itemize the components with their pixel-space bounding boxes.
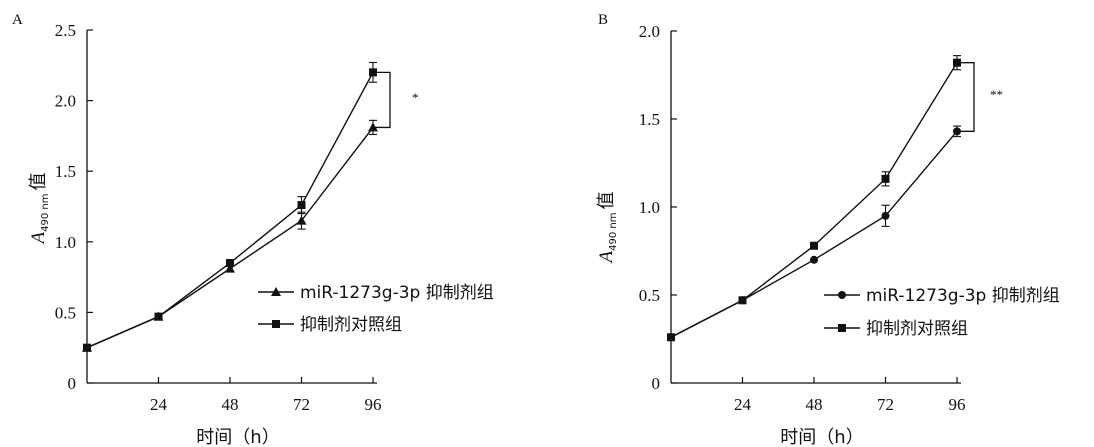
y-tick-label: 0.5 <box>55 303 76 322</box>
y-tick-label: 2.5 <box>55 21 76 40</box>
significance-bracket <box>957 62 975 132</box>
y-axis-label: A490 nm 值 <box>28 173 51 246</box>
legend-marker <box>838 324 846 332</box>
data-point <box>154 312 163 321</box>
data-point <box>296 215 307 225</box>
legend-marker <box>272 320 280 328</box>
y-tick-label: 1.0 <box>55 233 76 252</box>
x-tick-label: 24 <box>150 395 168 414</box>
data-point <box>881 174 890 183</box>
data-point <box>738 296 747 305</box>
y-axis-label-sub: 490 nm <box>40 194 51 232</box>
y-tick-label: 0 <box>652 374 661 393</box>
legend-label: 抑制剂对照组 <box>866 319 968 339</box>
x-axis-label: 时间（h） <box>780 427 863 447</box>
panel-label: A <box>12 12 23 28</box>
data-point <box>881 211 890 220</box>
series-line <box>670 130 958 338</box>
x-tick-label: 96 <box>365 395 382 414</box>
significance-mark: ** <box>990 87 1003 102</box>
x-axis-label: 时间（h） <box>196 427 279 447</box>
y-tick-label: 1.5 <box>639 110 660 129</box>
significance-bracket <box>373 71 391 129</box>
legend-marker <box>271 287 281 296</box>
x-tick-label: 24 <box>734 395 752 414</box>
panel-b: B 0 0.5 1.0 1.5 2.0 24 48 72 96 时间（h） A490 nm 值 miR-1… <box>596 12 1060 447</box>
y-axis-label-main: A <box>28 231 49 245</box>
data-point <box>810 255 818 264</box>
y-axis-label-suffix: 值 <box>596 192 617 210</box>
x-tick-label: 48 <box>806 395 823 414</box>
data-point <box>226 258 234 267</box>
data-point <box>297 201 306 210</box>
data-point <box>225 263 235 273</box>
y-tick-label: 2.0 <box>639 22 660 41</box>
data-point <box>667 333 675 342</box>
x-tick-label: 72 <box>877 395 894 414</box>
y-axis-label-main: A <box>596 250 617 264</box>
significance-mark: * <box>412 90 419 105</box>
legend-label: miR-1273g-3p 抑制剂组 <box>866 286 1060 306</box>
data-point <box>810 241 818 250</box>
x-tick-label: 48 <box>222 395 239 414</box>
legend-marker <box>838 291 846 299</box>
y-tick-label: 0 <box>68 374 77 393</box>
series-line <box>86 72 374 349</box>
y-tick-label: 1.5 <box>55 162 76 181</box>
x-tick-label: 72 <box>293 395 310 414</box>
panel-label: B <box>598 12 608 28</box>
y-axis-label-suffix: 值 <box>28 173 49 191</box>
y-axis-label: A490 nm 值 <box>596 192 619 265</box>
y-tick-label: 2.0 <box>55 92 76 111</box>
y-tick-label: 1.0 <box>639 198 660 217</box>
y-axis-label-sub: 490 nm <box>608 213 619 251</box>
data-point <box>83 343 91 352</box>
legend-label: miR-1273g-3p 抑制剂组 <box>300 283 494 303</box>
legend-label: 抑制剂对照组 <box>300 315 402 335</box>
x-tick-label: 96 <box>949 395 966 414</box>
y-tick-label: 0.5 <box>639 286 660 305</box>
